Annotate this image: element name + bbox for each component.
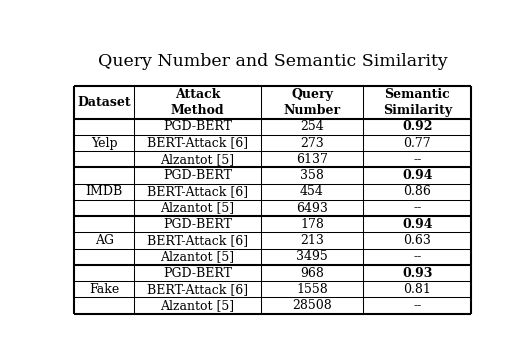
Text: 0.94: 0.94 (402, 218, 433, 231)
Text: Alzantot [5]: Alzantot [5] (161, 250, 235, 263)
Text: PGD-BERT: PGD-BERT (163, 218, 232, 231)
Text: Alzantot [5]: Alzantot [5] (161, 153, 235, 166)
Text: 0.86: 0.86 (403, 185, 431, 198)
Text: 178: 178 (300, 218, 324, 231)
Text: PGD-BERT: PGD-BERT (163, 267, 232, 280)
Text: Yelp: Yelp (91, 137, 118, 150)
Text: Dataset: Dataset (77, 96, 131, 109)
Text: Query
Number: Query Number (284, 88, 340, 117)
Text: 273: 273 (300, 137, 324, 150)
Text: BERT-Attack [6]: BERT-Attack [6] (147, 283, 248, 296)
Text: BERT-Attack [6]: BERT-Attack [6] (147, 137, 248, 150)
Text: BERT-Attack [6]: BERT-Attack [6] (147, 185, 248, 198)
Text: 28508: 28508 (292, 299, 332, 312)
Text: Alzantot [5]: Alzantot [5] (161, 202, 235, 214)
Text: IMDB: IMDB (86, 185, 123, 198)
Text: 454: 454 (300, 185, 324, 198)
Text: BERT-Attack [6]: BERT-Attack [6] (147, 234, 248, 247)
Text: 213: 213 (300, 234, 324, 247)
Text: 0.94: 0.94 (402, 169, 433, 182)
Text: Attack
Method: Attack Method (171, 88, 225, 117)
Text: 968: 968 (300, 267, 324, 280)
Text: 0.81: 0.81 (403, 283, 431, 296)
Text: 0.93: 0.93 (402, 267, 433, 280)
Text: 0.77: 0.77 (403, 137, 431, 150)
Text: --: -- (413, 153, 421, 166)
Text: Query Number and Semantic Similarity: Query Number and Semantic Similarity (98, 53, 447, 69)
Text: --: -- (413, 202, 421, 214)
Text: 358: 358 (300, 169, 324, 182)
Text: Alzantot [5]: Alzantot [5] (161, 299, 235, 312)
Text: PGD-BERT: PGD-BERT (163, 169, 232, 182)
Text: 0.92: 0.92 (402, 120, 433, 134)
Text: 6493: 6493 (296, 202, 328, 214)
Text: --: -- (413, 299, 421, 312)
Text: --: -- (413, 250, 421, 263)
Text: 1558: 1558 (296, 283, 328, 296)
Text: 6137: 6137 (296, 153, 328, 166)
Text: 3495: 3495 (296, 250, 328, 263)
Text: AG: AG (95, 234, 114, 247)
Text: PGD-BERT: PGD-BERT (163, 120, 232, 134)
Text: Fake: Fake (89, 283, 119, 296)
Text: 0.63: 0.63 (403, 234, 431, 247)
Text: 254: 254 (300, 120, 324, 134)
Text: Semantic
Similarity: Semantic Similarity (383, 88, 452, 117)
